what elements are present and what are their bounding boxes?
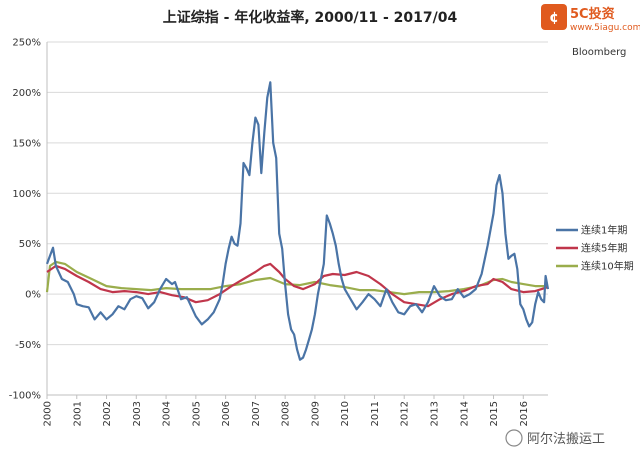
series-line — [45, 81, 550, 361]
brand-logo: ¢ 5C投资 www.5iagu.com — [541, 4, 640, 33]
x-tick-label: 2006 — [221, 401, 232, 426]
chart-title: 上证综指 - 年化收益率, 2000/11 - 2017/04 — [163, 9, 458, 26]
logo-url: www.5iagu.com — [570, 23, 640, 33]
watermark-text: 阿尔法搬运工 — [527, 432, 605, 447]
x-tick-label: 2007 — [251, 401, 262, 426]
x-tick-label: 2008 — [281, 401, 292, 426]
x-tick-label: 2003 — [132, 401, 143, 426]
x-tick-label: 2002 — [102, 401, 113, 426]
x-tick-label: 2009 — [310, 401, 321, 426]
series-line — [45, 260, 548, 296]
y-tick-label: 200% — [12, 88, 41, 99]
legend-label: 连续1年期 — [581, 224, 627, 237]
x-tick-label: 2015 — [489, 401, 500, 426]
watermark: 阿尔法搬运工 — [505, 429, 605, 447]
x-axis: 2000 2001 2002 2003 2004 2005 2006 2007 2008 2009… — [43, 395, 530, 426]
x-tick-label: 2016 — [519, 401, 530, 426]
x-tick-label: 2014 — [459, 401, 470, 426]
logo-brand: 5C投资 — [570, 6, 615, 22]
logo-icon — [541, 4, 567, 30]
svg-text:¢: ¢ — [549, 10, 559, 26]
series-lines — [45, 81, 550, 361]
x-tick-label: 2001 — [72, 401, 83, 426]
y-axis: 250% 200% 150% 100% 50% 0% -50% -100% — [9, 38, 548, 402]
x-tick-label: 2012 — [400, 401, 411, 426]
y-tick-label: 0% — [25, 290, 41, 301]
source-label: Bloomberg — [572, 47, 626, 58]
y-tick-label: -100% — [9, 391, 41, 402]
x-tick-label: 2000 — [43, 401, 54, 426]
x-tick-label: 2011 — [370, 401, 381, 426]
x-tick-label: 2013 — [429, 401, 440, 426]
y-tick-label: 100% — [12, 189, 41, 200]
legend-label: 连续10年期 — [581, 260, 634, 273]
y-tick-label: -50% — [15, 340, 41, 351]
legend-label: 连续5年期 — [581, 242, 627, 255]
y-tick-label: 50% — [19, 239, 41, 250]
series-line — [46, 262, 549, 308]
x-tick-label: 2010 — [340, 401, 351, 426]
y-tick-label: 150% — [12, 138, 41, 149]
x-tick-label: 2005 — [191, 401, 202, 426]
gridlines — [47, 41, 548, 396]
x-tick-label: 2004 — [162, 401, 173, 426]
y-tick-label: 250% — [12, 38, 41, 49]
wechat-icon — [505, 429, 523, 447]
